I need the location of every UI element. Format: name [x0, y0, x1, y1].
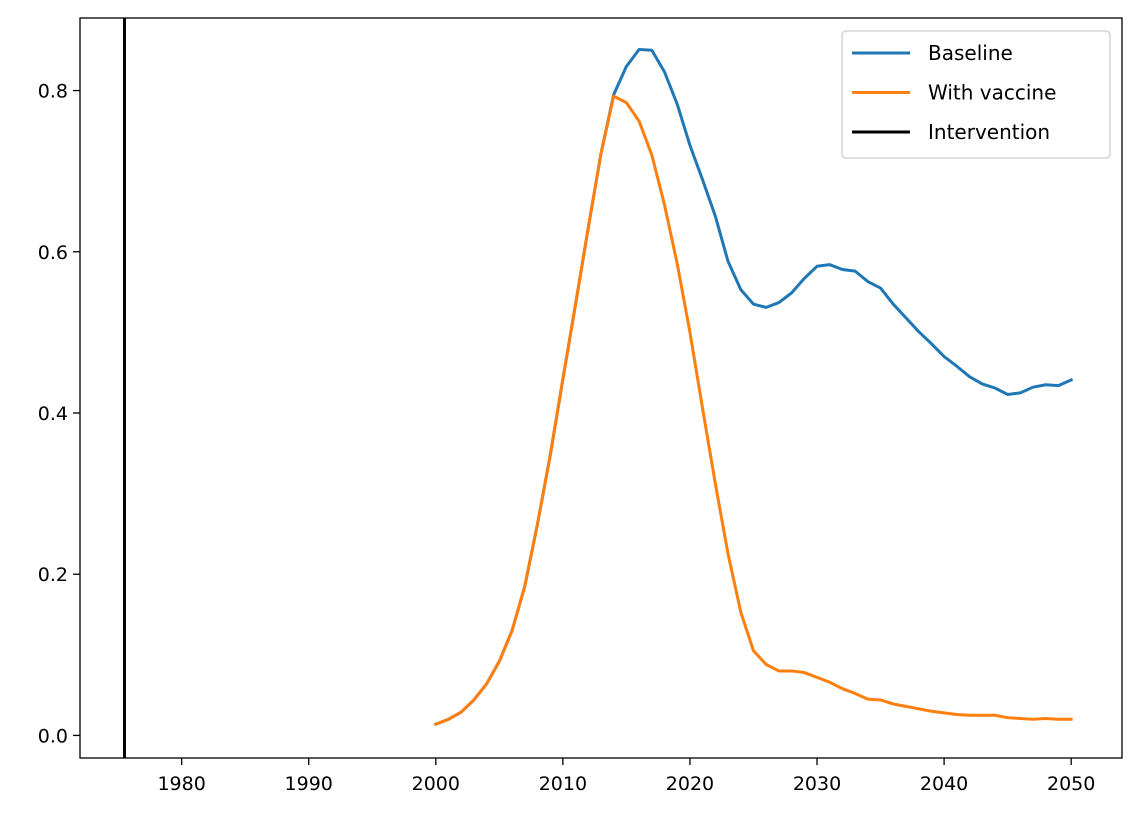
x-tick-label: 2030	[793, 773, 841, 795]
legend-label: Baseline	[928, 41, 1013, 65]
y-tick-label: 0.6	[38, 242, 68, 264]
x-tick-label: 1980	[157, 773, 205, 795]
legend-box	[841, 30, 1111, 159]
y-tick-label: 0.8	[38, 81, 68, 103]
y-tick-label: 0.0	[38, 725, 68, 747]
x-tick-label: 2000	[412, 773, 460, 795]
x-tick-label: 2010	[539, 773, 587, 795]
x-tick-label: 2040	[920, 773, 968, 795]
x-tick-label: 2050	[1047, 773, 1095, 795]
legend-label: Intervention	[928, 120, 1050, 144]
x-axis: 1980 1990 2000 2010 2020 2030 2040 2050	[157, 758, 1095, 795]
series-lines	[433, 47, 1074, 727]
y-tick-label: 0.4	[38, 403, 68, 425]
x-tick-label: 2020	[666, 773, 714, 795]
legend: Baseline With vaccine Intervention	[841, 30, 1111, 159]
legend-label: With vaccine	[928, 81, 1056, 105]
y-axis: 0.0 0.2 0.4 0.6 0.8	[38, 81, 80, 747]
series-line-with-vaccine	[433, 94, 1073, 727]
axes-frame	[79, 17, 1123, 759]
x-tick-label: 1990	[285, 773, 333, 795]
y-tick-label: 0.2	[38, 564, 68, 586]
